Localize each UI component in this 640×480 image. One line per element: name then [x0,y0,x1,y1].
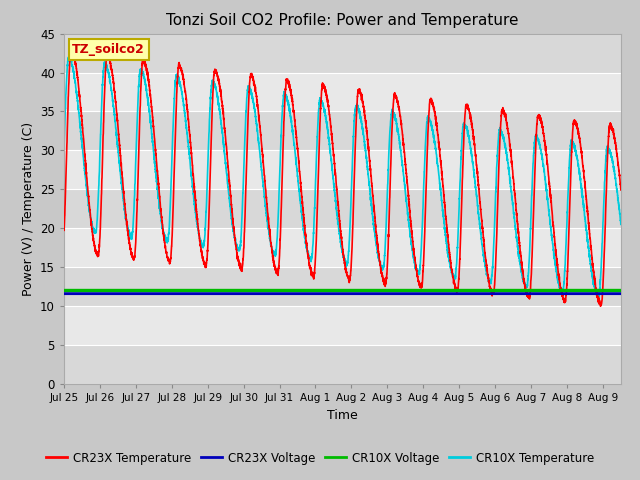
Bar [64,111,621,150]
Bar [64,228,621,267]
Bar [64,34,621,72]
Bar [64,72,621,111]
Bar [64,267,621,306]
Legend: CR23X Temperature, CR23X Voltage, CR10X Voltage, CR10X Temperature: CR23X Temperature, CR23X Voltage, CR10X … [41,447,599,469]
Bar [64,306,621,345]
Bar [64,189,621,228]
Title: Tonzi Soil CO2 Profile: Power and Temperature: Tonzi Soil CO2 Profile: Power and Temper… [166,13,518,28]
Text: TZ_soilco2: TZ_soilco2 [72,43,145,56]
X-axis label: Time: Time [327,408,358,421]
Bar [64,150,621,189]
Bar [64,345,621,384]
Y-axis label: Power (V) / Temperature (C): Power (V) / Temperature (C) [22,122,35,296]
